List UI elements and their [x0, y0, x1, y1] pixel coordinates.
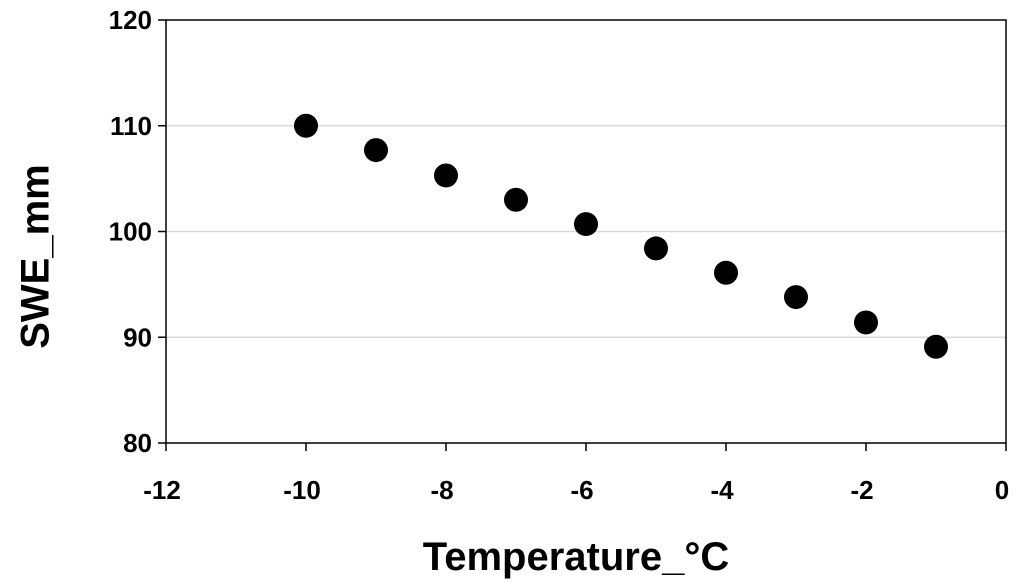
data-point [434, 163, 458, 188]
data-point [574, 212, 598, 237]
x-axis: -12 -10 -8 -6 -4 -2 0 [143, 443, 1009, 505]
x-tick-label: -12 [143, 475, 181, 505]
x-tick-label: -10 [283, 475, 321, 505]
data-point [504, 187, 528, 212]
data-point [854, 310, 878, 335]
data-points [294, 113, 948, 359]
y-tick-label: 120 [109, 5, 152, 35]
x-tick-label: -6 [570, 475, 593, 505]
y-tick-label: 110 [110, 111, 152, 141]
y-tick-label: 90 [123, 322, 152, 352]
x-tick-label: 0 [995, 475, 1009, 505]
data-point [364, 138, 388, 163]
data-point [924, 334, 948, 359]
data-point [294, 113, 318, 138]
y-axis: 80 90 100 110 120 [109, 5, 166, 458]
x-tick-label: -4 [710, 475, 734, 505]
y-tick-label: 100 [109, 217, 152, 247]
x-tick-label: -2 [850, 475, 873, 505]
x-tick-label: -8 [430, 475, 453, 505]
y-tick-label: 80 [123, 428, 152, 458]
data-point [784, 285, 808, 310]
y-axis-title: SWE_mm [14, 164, 58, 349]
data-point [714, 260, 738, 285]
data-point [644, 236, 668, 261]
x-axis-title: Temperature_°C [423, 535, 729, 579]
